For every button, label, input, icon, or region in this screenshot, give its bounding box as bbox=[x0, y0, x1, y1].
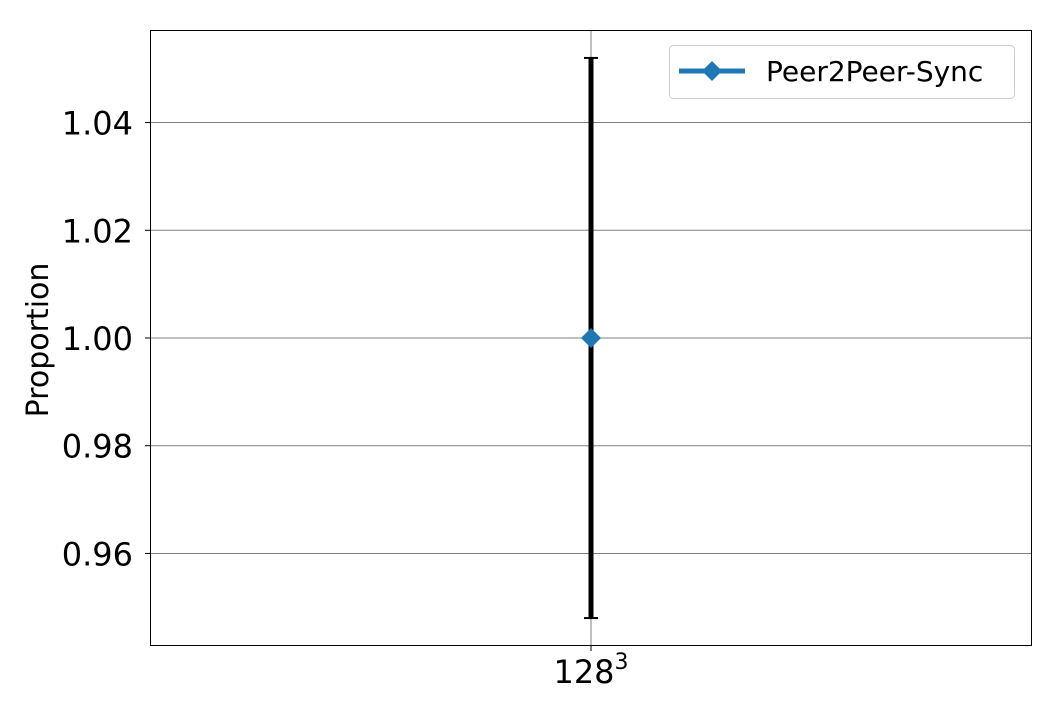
legend-diamond-marker bbox=[702, 61, 722, 81]
y-tick-label: 1.04 bbox=[62, 105, 133, 143]
legend-label: Peer2Peer-Sync bbox=[766, 55, 983, 88]
x-tick-base: 128 bbox=[553, 653, 614, 691]
x-tick-exponent: 3 bbox=[615, 650, 629, 675]
legend-box bbox=[669, 45, 1015, 99]
x-axis-ticks: 1283 bbox=[553, 645, 629, 691]
y-tick-label: 0.98 bbox=[62, 428, 133, 466]
y-tick-label: 1.02 bbox=[62, 212, 133, 250]
series-layer bbox=[581, 56, 601, 620]
legend: Peer2Peer-Sync bbox=[669, 45, 1015, 99]
y-tick-label: 0.96 bbox=[62, 535, 133, 573]
plot-frame bbox=[150, 30, 1032, 646]
data-point bbox=[581, 328, 601, 348]
y-axis-ticks: 0.96 0.98 1.00 1.02 1.04 bbox=[62, 105, 151, 573]
y-axis-label: Proportion bbox=[21, 263, 56, 418]
x-tick-label: 1283 bbox=[553, 650, 628, 691]
y-tick-label: 1.00 bbox=[62, 320, 133, 358]
